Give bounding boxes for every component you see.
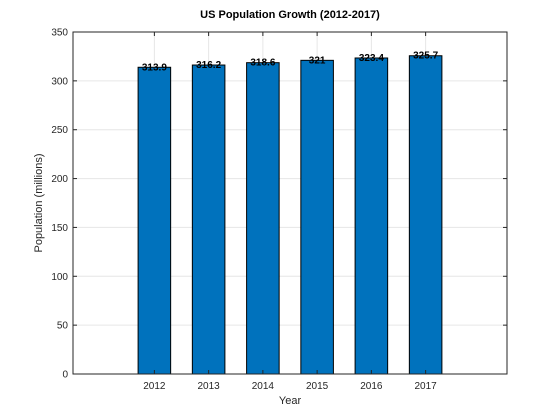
bar xyxy=(137,66,172,375)
y-tick-label: 350 xyxy=(51,28,68,39)
x-tick-label: 2012 xyxy=(143,381,166,392)
x-tick-label: 2013 xyxy=(198,381,221,392)
bar xyxy=(408,55,443,375)
data-label: 313.9 xyxy=(142,62,167,73)
bar xyxy=(354,57,389,375)
bar xyxy=(300,59,334,375)
ticks-layer: 0 50 100 150 200 250 300 350 2012 2013 2014 2015 201… xyxy=(51,28,507,392)
x-tick-label: 2014 xyxy=(252,381,275,392)
x-tick-label: 2017 xyxy=(415,381,438,392)
bar xyxy=(191,64,226,375)
plot-frame xyxy=(72,31,508,375)
bar xyxy=(246,62,280,375)
y-tick-label: 300 xyxy=(51,76,68,87)
y-tick-label: 250 xyxy=(51,125,68,136)
y-axis-label: Population (millions) xyxy=(33,153,45,252)
data-label: 318.6 xyxy=(250,58,275,69)
y-tick-label: 0 xyxy=(62,370,68,381)
chart-title: US Population Growth (2012-2017) xyxy=(200,9,380,21)
data-label: 323.4 xyxy=(359,53,384,64)
bars-layer xyxy=(137,55,443,375)
data-label: 321 xyxy=(309,55,326,66)
y-tick-label: 50 xyxy=(57,321,69,332)
x-axis-label: Year xyxy=(279,395,302,407)
x-tick-label: 2015 xyxy=(306,381,329,392)
data-label: 325.7 xyxy=(413,51,438,62)
data-labels-layer: 313.9 316.2 318.6 321 323.4 325.7 xyxy=(142,51,439,74)
data-label: 316.2 xyxy=(196,60,221,71)
y-tick-label: 150 xyxy=(51,223,68,234)
y-tick-label: 100 xyxy=(51,272,68,283)
x-tick-label: 2016 xyxy=(360,381,383,392)
y-tick-label: 200 xyxy=(51,174,68,185)
